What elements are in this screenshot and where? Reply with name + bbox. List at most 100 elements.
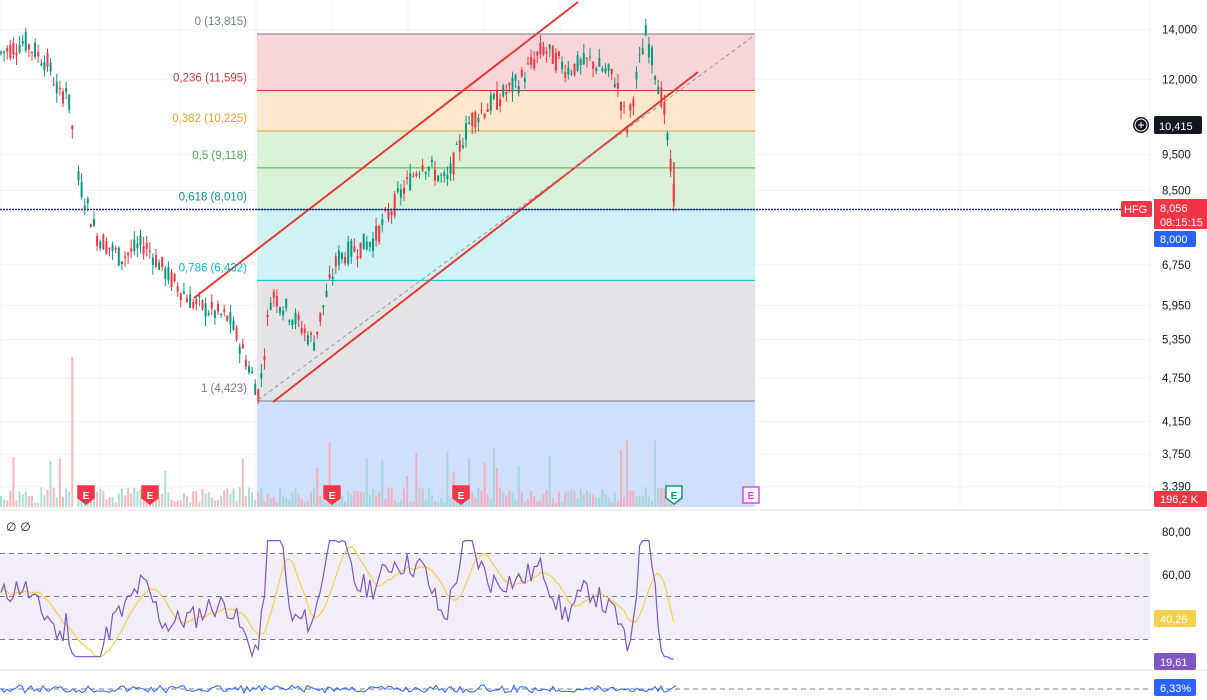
candle-body bbox=[657, 86, 660, 95]
volume-bar bbox=[158, 497, 161, 507]
candle-body bbox=[337, 250, 340, 265]
volume-bar bbox=[288, 499, 291, 507]
volume-bar bbox=[415, 453, 418, 507]
lower-indicator-line bbox=[0, 684, 677, 695]
candle-body bbox=[142, 246, 145, 255]
candle-body bbox=[195, 298, 198, 305]
volume-bar bbox=[468, 457, 471, 507]
volume-bar bbox=[210, 497, 213, 507]
candle-body bbox=[179, 293, 182, 301]
volume-bar bbox=[201, 488, 204, 507]
volume-bar bbox=[18, 491, 21, 507]
volume-bar bbox=[595, 497, 598, 507]
candle-body bbox=[592, 61, 595, 69]
candle-body bbox=[111, 244, 114, 252]
candle-body bbox=[461, 145, 464, 148]
candle-body bbox=[226, 315, 229, 321]
last-price-bg bbox=[1154, 199, 1207, 229]
volume-bar bbox=[570, 489, 573, 507]
volume-bar bbox=[102, 490, 105, 507]
candle-body bbox=[108, 247, 111, 249]
volume-bar bbox=[573, 491, 576, 507]
candle-body bbox=[489, 94, 492, 111]
volume-bar bbox=[443, 502, 446, 507]
volume-bar bbox=[427, 487, 430, 507]
volume-bar bbox=[316, 468, 319, 507]
volume-bar bbox=[148, 502, 151, 507]
candle-body bbox=[508, 83, 511, 86]
volume-bar bbox=[613, 492, 616, 507]
price-tick-2: 9,500 bbox=[1162, 150, 1191, 162]
volume-bar bbox=[347, 490, 350, 507]
price-tick-1: 12,000 bbox=[1162, 74, 1197, 86]
candle-body bbox=[248, 366, 250, 373]
volume-bar bbox=[539, 500, 542, 507]
volume-bar bbox=[548, 455, 551, 507]
volume-bar bbox=[6, 500, 9, 507]
crosshair-plus-icon bbox=[1134, 118, 1148, 132]
candle-body bbox=[306, 335, 309, 345]
candle-body bbox=[437, 175, 440, 182]
fib-label-2: 0,382 (10,225) bbox=[172, 113, 247, 125]
volume-bar bbox=[99, 488, 102, 507]
candle-body bbox=[80, 181, 83, 197]
candle-body bbox=[229, 312, 232, 325]
fib-zone-3 bbox=[257, 167, 755, 210]
volume-bar bbox=[235, 500, 238, 507]
countdown: 08:15:15 bbox=[1160, 217, 1203, 229]
fib-zone-0 bbox=[257, 34, 755, 91]
volume-bar bbox=[319, 495, 322, 507]
candle-body bbox=[254, 383, 257, 395]
volume-bar bbox=[173, 501, 176, 507]
volume-bar bbox=[310, 492, 312, 507]
candle-body bbox=[499, 99, 502, 107]
candle-body bbox=[527, 63, 529, 65]
channel-lower-line[interactable] bbox=[272, 71, 699, 403]
candle-body bbox=[654, 76, 657, 80]
candle-body bbox=[390, 211, 393, 215]
trend-channel[interactable] bbox=[193, 1, 756, 403]
volume-bar bbox=[545, 489, 548, 507]
volume-bar bbox=[359, 491, 362, 507]
oscillator-header[interactable]: ∅ ∅ bbox=[6, 520, 31, 534]
candle-body bbox=[151, 257, 154, 265]
candle-body bbox=[9, 44, 12, 59]
candle-body bbox=[251, 371, 254, 374]
lower-indicator-tag: 6,33% bbox=[1160, 683, 1191, 695]
volume-bar bbox=[186, 496, 188, 507]
volume-bar bbox=[508, 491, 511, 507]
candle-body bbox=[517, 85, 520, 94]
oscillator-signal-tag-bg bbox=[1154, 610, 1196, 627]
candle-body bbox=[644, 25, 647, 36]
volume-bar bbox=[207, 491, 210, 507]
volume-bar bbox=[458, 501, 461, 507]
candle-body bbox=[486, 109, 489, 112]
last-price: 8,056 bbox=[1160, 203, 1188, 215]
volume-bar bbox=[471, 492, 474, 507]
price-tick-7: 4,750 bbox=[1162, 373, 1191, 385]
candle-body bbox=[520, 69, 523, 77]
volume-bar bbox=[77, 496, 80, 507]
candle-body bbox=[626, 127, 629, 133]
candle-body bbox=[173, 273, 176, 282]
fib-label-5: 0,786 (6,432) bbox=[179, 262, 248, 274]
channel-upper-line[interactable] bbox=[193, 1, 579, 299]
volume-bar bbox=[65, 488, 68, 507]
candle-body bbox=[502, 85, 505, 97]
candle-body bbox=[598, 57, 601, 67]
volume-bar bbox=[663, 488, 666, 507]
candle-body bbox=[660, 87, 663, 107]
event-label-3: E bbox=[458, 491, 465, 502]
volume-bar bbox=[378, 491, 381, 507]
candle-body bbox=[443, 172, 446, 177]
volume-bar bbox=[567, 491, 570, 507]
candle-body bbox=[483, 113, 486, 118]
volume-bar bbox=[260, 487, 263, 507]
volume-bar bbox=[167, 492, 170, 507]
price-axis[interactable]: 14,000 12,000 9,500 8,500 6,750 5,950 5,350 4,7… bbox=[1162, 25, 1197, 582]
candle-body bbox=[164, 268, 167, 279]
candle-body bbox=[381, 219, 384, 225]
volume-bar bbox=[480, 491, 483, 507]
